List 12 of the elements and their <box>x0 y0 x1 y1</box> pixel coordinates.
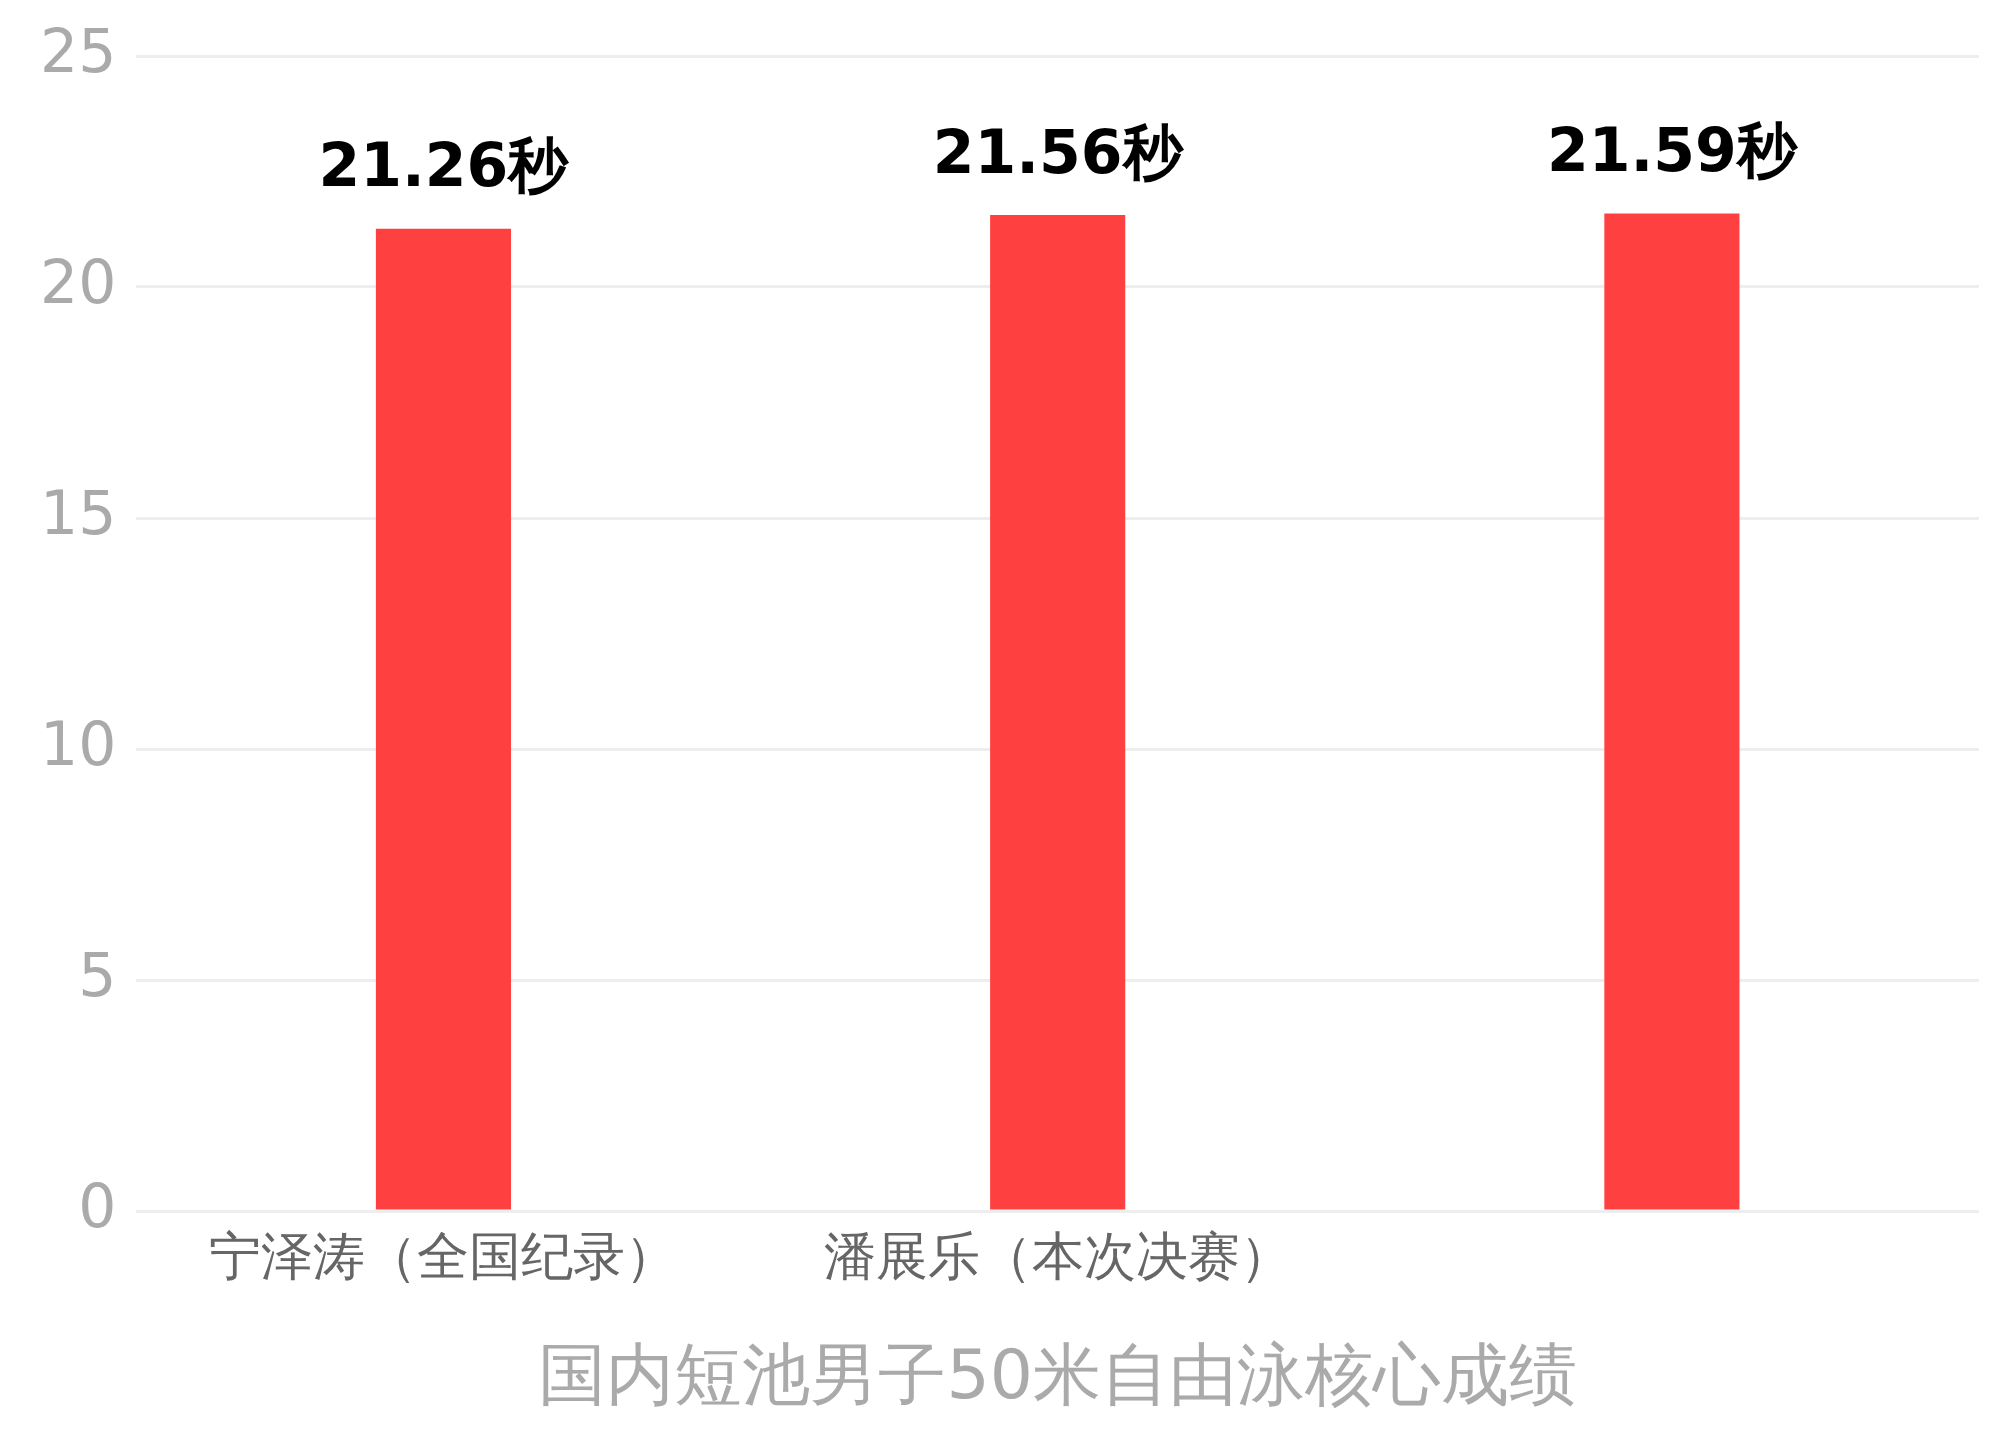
data-label: 21.59秒 <box>1546 115 1799 186</box>
y-tick-label: 25 <box>39 15 117 86</box>
data-label: 21.56秒 <box>932 116 1185 187</box>
y-tick-label: 20 <box>39 246 117 317</box>
y-tick-label: 5 <box>78 939 117 1010</box>
x-tick-label: 宁泽涛（全国纪录） <box>209 1225 678 1286</box>
x-axis-title: 国内短池男子50米自由泳核心成绩 <box>538 1334 1577 1414</box>
y-tick-label: 15 <box>39 477 117 548</box>
data-label: 21.26秒 <box>318 130 571 201</box>
y-tick-label: 0 <box>78 1170 117 1241</box>
y-tick-label: 10 <box>39 708 117 779</box>
x-tick-label: 潘展乐（本次决赛） <box>823 1225 1292 1286</box>
